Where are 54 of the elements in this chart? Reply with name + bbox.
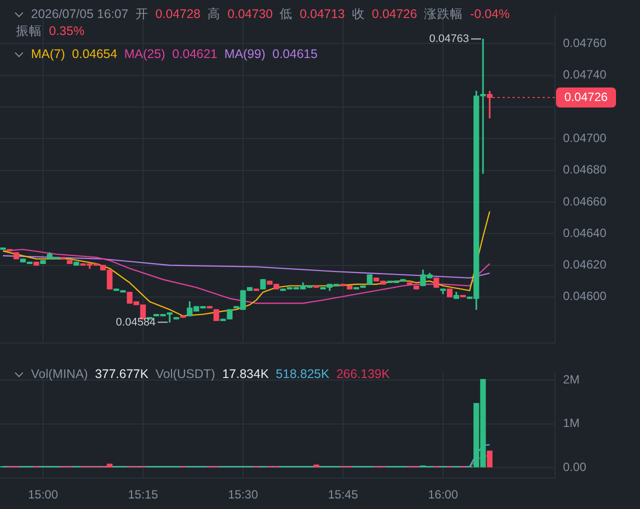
bar [313, 464, 320, 468]
text: MA(99) [224, 47, 266, 61]
annotation: 0.04584 [116, 316, 156, 328]
annotation: 0.04763 [429, 32, 469, 45]
annotation: Vol(USDT) [155, 367, 216, 381]
annotation: 2026/07/05 16:07 [31, 7, 128, 21]
annotation: 0.04621 [172, 47, 218, 61]
candlestick [413, 285, 420, 290]
candlestick [260, 279, 266, 290]
y-tick-label: 0.00 [563, 460, 587, 474]
y-tick-label: 0.04740 [563, 68, 607, 82]
x-tick-label: 15:00 [28, 488, 58, 502]
annotation: 518.825K [276, 367, 330, 381]
candlestick [433, 278, 440, 288]
x-tick-label: 15:30 [228, 488, 258, 502]
y-tick-label: 2M [563, 372, 580, 386]
annotation: Vol(MINA) [31, 367, 88, 381]
y-tick-label: 1M [563, 416, 580, 430]
annotation: 17.834K [222, 367, 269, 381]
annotation: 0.04654 [72, 47, 118, 61]
annotation: 266.139K [336, 367, 390, 381]
candlestick [366, 274, 373, 285]
y-tick-label: 0.04620 [563, 258, 607, 272]
annotation: 0.35% [49, 24, 84, 38]
annotation: 涨跌幅 [424, 7, 464, 21]
annotation: 0.04713 [300, 7, 345, 21]
y-tick-label: 0.04640 [563, 226, 607, 240]
y-tick-label: 0.04600 [563, 289, 607, 304]
y-tick-label: 0.04700 [563, 130, 607, 145]
annotation: 0.04726 [564, 90, 608, 104]
text: MA(25) [124, 47, 166, 61]
x-tick-label: 16:00 [428, 488, 458, 502]
annotation: 0.04726 [372, 7, 418, 21]
annotation: 0.04728 [155, 7, 201, 21]
candlestick [13, 252, 20, 260]
annotation: -0.04% [470, 7, 510, 21]
annotation: 0.04730 [228, 7, 273, 21]
x-tick-label: 15:45 [328, 488, 358, 502]
x-tick-label: 15:15 [128, 488, 158, 502]
y-tick-label: 0.04660 [563, 194, 607, 208]
annotation: 低 [280, 7, 293, 21]
y-tick-label: 0.04680 [563, 162, 607, 177]
annotation: 高 [208, 7, 221, 21]
candlestick [460, 294, 466, 298]
text: MA(7) [31, 47, 66, 61]
y-tick-label: 0.04760 [563, 36, 607, 50]
annotation: 收 [352, 7, 365, 21]
candlestick [40, 260, 46, 264]
annotation: 开 [135, 7, 148, 21]
bar [486, 450, 493, 468]
candlestick [66, 260, 73, 264]
annotation: 振幅 [16, 24, 42, 38]
annotation: 0.04615 [272, 47, 318, 61]
annotation: 377.677K [94, 367, 148, 381]
